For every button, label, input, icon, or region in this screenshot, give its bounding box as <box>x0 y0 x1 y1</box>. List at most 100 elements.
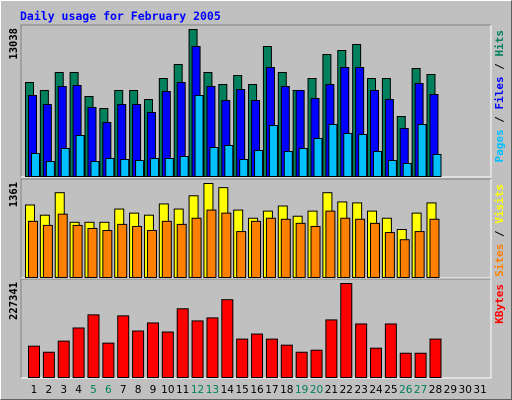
bar <box>146 322 159 379</box>
x-tick-label: 18 <box>280 384 293 396</box>
x-tick-label: 8 <box>135 384 142 396</box>
bar <box>251 220 262 279</box>
bar <box>355 218 366 279</box>
bar <box>414 231 425 279</box>
x-tick-label: 13 <box>206 384 219 396</box>
bar <box>236 231 247 279</box>
legend-entry: Sites <box>493 244 506 277</box>
bar <box>280 218 291 279</box>
bar <box>87 314 100 379</box>
bar <box>45 161 55 178</box>
bar <box>221 212 232 278</box>
bar <box>191 217 202 278</box>
x-tick-label: 27 <box>414 384 427 396</box>
bar <box>194 95 204 177</box>
bar <box>146 230 157 278</box>
bar <box>402 163 412 177</box>
x-tick-label: 31 <box>473 384 486 396</box>
legend-entry: Files <box>493 76 506 109</box>
bar <box>429 218 440 279</box>
legend-separator: / <box>493 110 506 130</box>
bar <box>340 217 351 278</box>
x-tick-label: 15 <box>235 384 248 396</box>
bar <box>417 124 427 178</box>
bar <box>370 347 383 379</box>
bar <box>90 161 100 178</box>
x-tick-label: 5 <box>90 384 97 396</box>
panel-frame-light <box>21 279 492 379</box>
x-tick-label: 21 <box>325 384 338 396</box>
x-tick-label: 22 <box>340 384 353 396</box>
legend: Sites / Visits <box>493 184 506 277</box>
bar <box>72 224 83 278</box>
bar <box>265 338 278 378</box>
bar <box>251 333 264 378</box>
bar <box>414 352 427 379</box>
bar <box>343 132 353 177</box>
bar <box>42 351 55 379</box>
y-tick-label: 1361 <box>8 182 20 207</box>
bar <box>102 230 113 278</box>
bar <box>355 323 368 378</box>
bar <box>432 154 442 177</box>
bar <box>280 344 293 378</box>
bar <box>384 232 395 279</box>
bar <box>164 157 174 177</box>
x-tick-label: 14 <box>221 384 235 396</box>
x-tick-label: 20 <box>310 384 323 396</box>
x-tick-label: 3 <box>60 384 67 396</box>
bar <box>57 340 70 378</box>
bar <box>28 345 40 379</box>
bar <box>265 217 276 278</box>
bar <box>358 134 368 178</box>
bar <box>117 223 128 279</box>
bar <box>399 352 412 379</box>
bar <box>42 224 53 278</box>
x-tick-label: 7 <box>120 384 127 396</box>
x-tick-label: 12 <box>191 384 204 396</box>
x-tick-label: 1 <box>31 384 38 396</box>
bar <box>387 160 397 177</box>
y-tick-label: 13038 <box>8 28 20 60</box>
bar <box>132 225 143 279</box>
bar <box>298 148 308 178</box>
x-tick-label: 19 <box>295 384 308 396</box>
bar <box>384 323 397 378</box>
x-tick-label: 6 <box>105 384 112 396</box>
x-tick-label: 29 <box>444 384 457 396</box>
legend-entry: KBytes <box>493 284 506 324</box>
bar <box>429 338 442 378</box>
x-tick-label: 23 <box>354 384 367 396</box>
x-tick-label: 16 <box>250 384 264 396</box>
bar <box>325 210 336 278</box>
x-tick-label: 10 <box>161 384 174 396</box>
x-tick-label: 24 <box>369 384 383 396</box>
bar <box>117 315 130 379</box>
bar <box>135 160 145 177</box>
bar <box>161 220 172 279</box>
bar <box>179 155 189 178</box>
bar <box>161 331 174 379</box>
bar <box>31 152 40 178</box>
legend-entry: Pages <box>493 129 506 162</box>
x-tick-label: 11 <box>176 384 189 396</box>
bar <box>176 308 189 378</box>
bar <box>191 320 204 379</box>
panel-frame-dark <box>20 278 491 378</box>
legend-entry: Visits <box>493 184 506 224</box>
x-tick-label: 9 <box>150 384 157 396</box>
x-tick-label: 17 <box>265 384 278 396</box>
bar <box>340 283 353 378</box>
bar <box>149 157 159 177</box>
x-tick-label: 30 <box>459 384 472 396</box>
bar <box>239 158 249 177</box>
x-tick-label: 4 <box>75 384 82 396</box>
bar <box>105 157 115 177</box>
bar <box>295 351 308 379</box>
x-tick-label: 26 <box>399 384 413 396</box>
bar <box>209 147 219 177</box>
x-tick-label: 25 <box>384 384 397 396</box>
legend: KBytes <box>493 284 506 324</box>
